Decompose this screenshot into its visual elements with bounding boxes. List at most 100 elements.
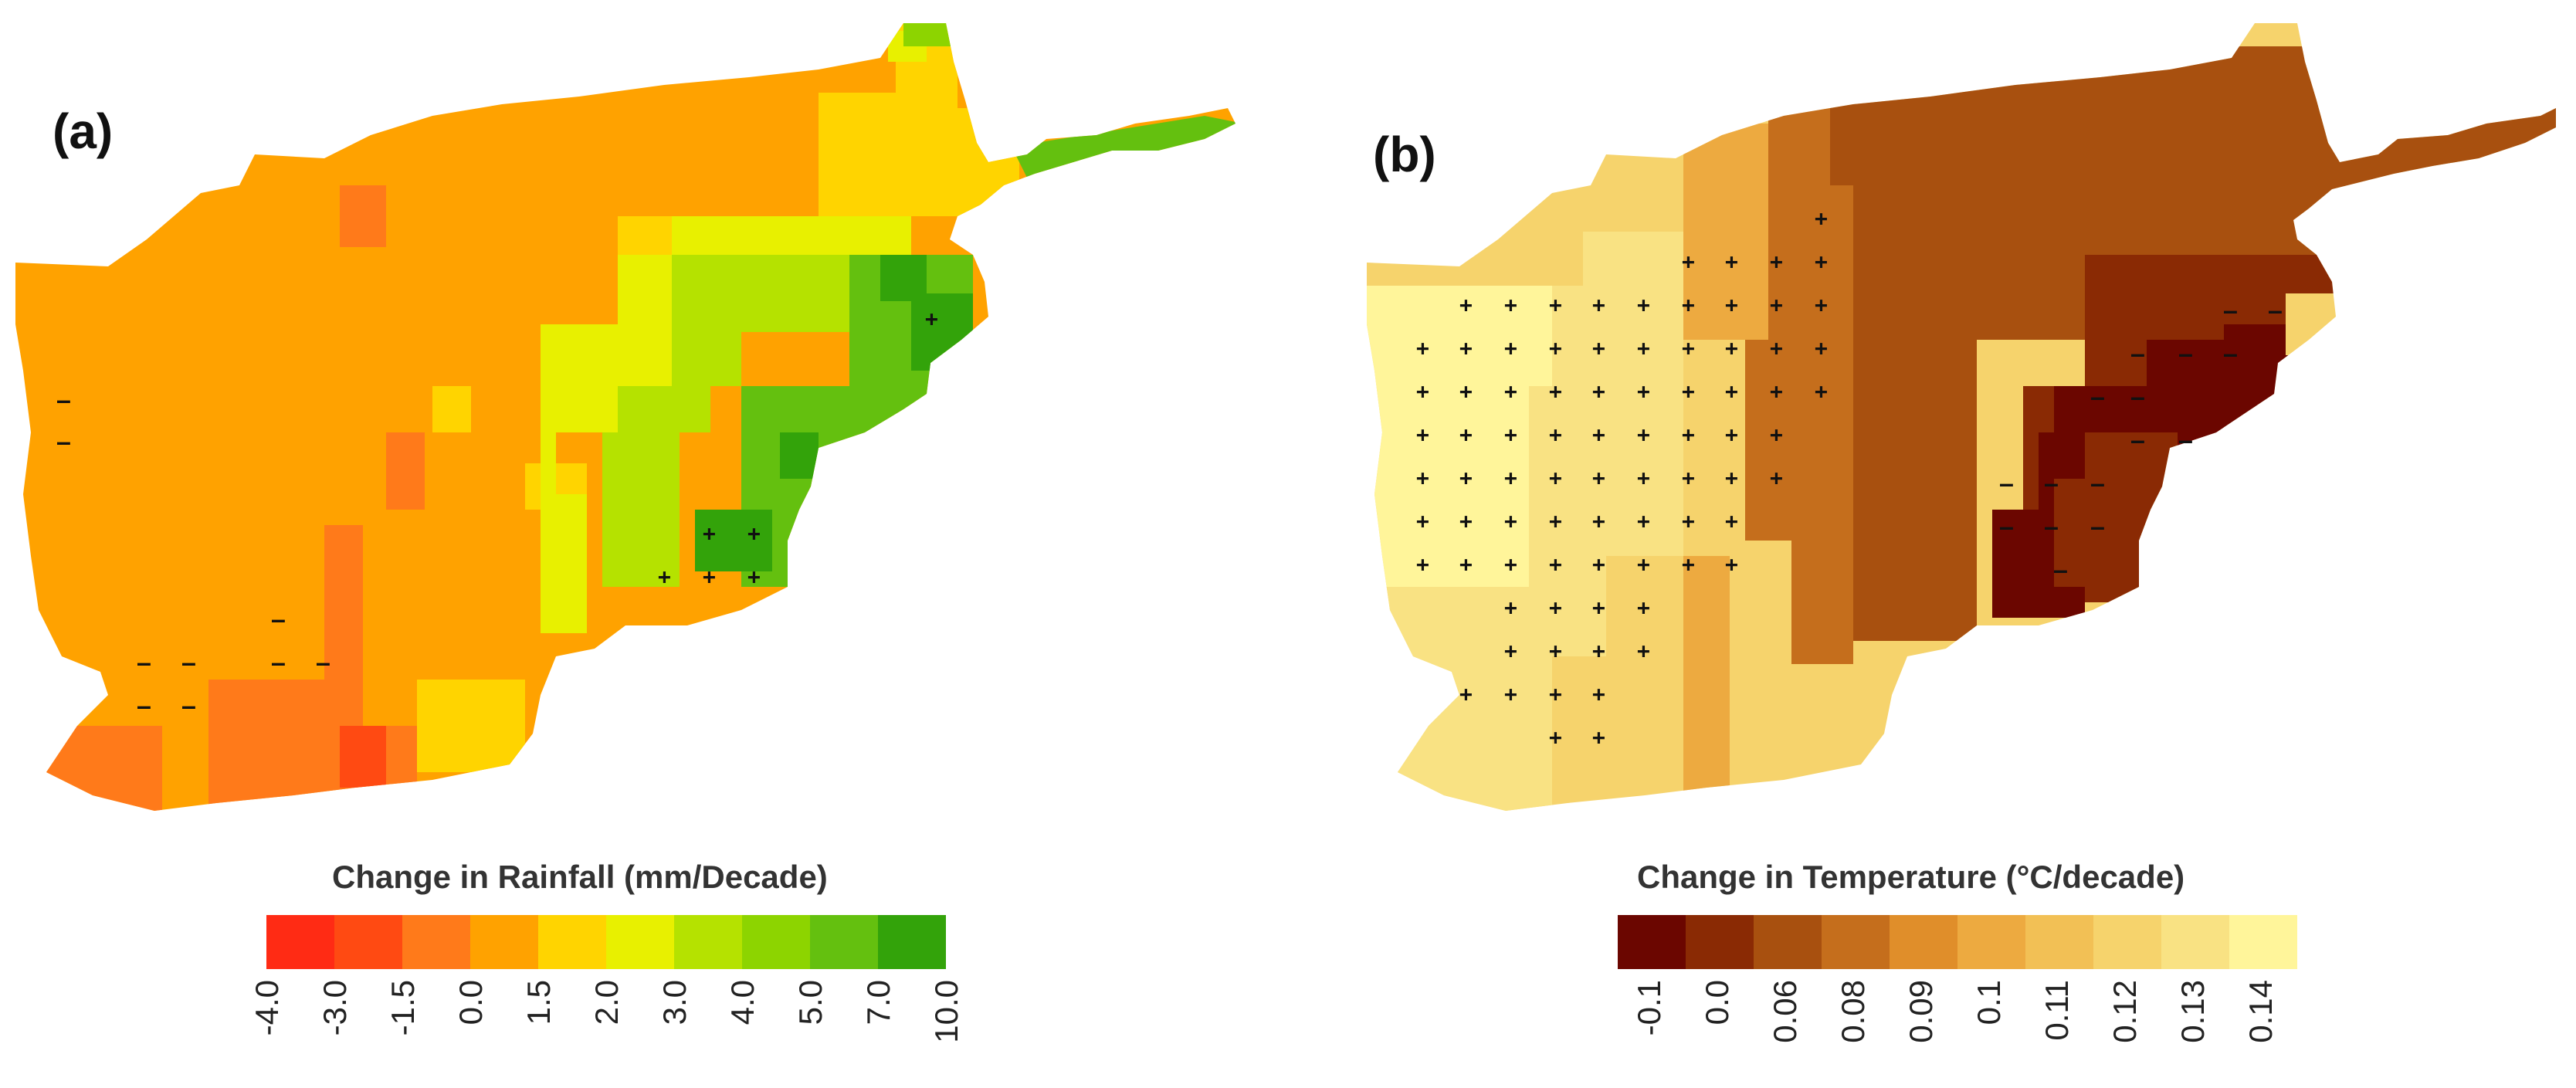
marker-plus: + <box>1637 422 1650 447</box>
marker-plus: + <box>1549 681 1562 707</box>
marker-plus: + <box>1592 681 1605 707</box>
legend-swatch <box>2229 915 2297 969</box>
region-south-east-maroon <box>1992 324 2317 618</box>
temperature-map <box>1367 23 2556 811</box>
marker-plus: + <box>1416 378 1429 404</box>
marker-plus: + <box>1504 595 1517 620</box>
marker-plus: + <box>1725 551 1738 577</box>
marker-minus: – <box>137 650 151 676</box>
marker-plus: + <box>1459 681 1473 707</box>
marker-minus: – <box>182 693 195 719</box>
marker-plus: + <box>925 306 938 331</box>
panel-b-label: (b) <box>1373 127 1436 182</box>
marker-plus: + <box>1416 335 1429 361</box>
marker-plus: + <box>1416 422 1429 447</box>
legend-swatch <box>538 915 606 969</box>
region-south-deep-orange <box>340 726 386 788</box>
marker-plus: + <box>1549 595 1562 620</box>
legend-swatch <box>402 915 470 969</box>
marker-minus: – <box>2091 471 2104 497</box>
temperature-legend: Change in Temperature (°C/decade) -0.1 0.… <box>1618 859 2297 1043</box>
marker-minus: – <box>2091 385 2104 410</box>
legend-tick-label: 5.0 <box>792 980 829 1025</box>
marker-plus: + <box>1770 422 1783 447</box>
legend-swatch <box>810 915 878 969</box>
marker-plus: + <box>1815 335 1828 361</box>
marker-plus: + <box>1416 551 1429 577</box>
legend-swatch <box>1754 915 1822 969</box>
marker-plus: + <box>1637 638 1650 663</box>
legend-swatch <box>606 915 674 969</box>
legend-swatch <box>2025 915 2093 969</box>
marker-plus: + <box>1504 508 1517 534</box>
region-south-west-strip <box>46 726 162 811</box>
marker-minus: – <box>2000 514 2013 540</box>
marker-plus: + <box>1592 508 1605 534</box>
marker-plus: + <box>1549 378 1562 404</box>
legend-swatch <box>1957 915 2025 969</box>
marker-plus: + <box>1592 378 1605 404</box>
marker-plus: + <box>1504 422 1517 447</box>
marker-plus: + <box>1637 595 1650 620</box>
marker-plus: + <box>1637 378 1650 404</box>
legend-tick-label: -3.0 <box>317 980 353 1035</box>
marker-minus: – <box>2269 298 2282 324</box>
marker-plus: + <box>1549 551 1562 577</box>
rainfall-legend: Change in Rainfall (mm/Decade) -4.0 -3.0-… <box>249 859 964 1043</box>
marker-plus: + <box>1592 465 1605 490</box>
region-north-east-corridor <box>417 23 1019 772</box>
marker-plus: + <box>1725 335 1738 361</box>
marker-plus: + <box>1459 292 1473 317</box>
marker-minus: – <box>57 388 70 413</box>
marker-plus: + <box>1504 292 1517 317</box>
marker-plus: + <box>1637 508 1650 534</box>
marker-minus: – <box>2131 341 2144 367</box>
rainfall-legend-ticks: -4.0 -3.0 -1.5 0.0 1.5 2.0 3.0 4.0 5.0 7.0 10.0 <box>249 980 964 1043</box>
marker-plus: + <box>1682 335 1695 361</box>
legend-tick-label: -4.0 <box>249 980 285 1035</box>
temperature-legend-title: Change in Temperature (°C/decade) <box>1637 859 2185 895</box>
marker-plus: + <box>1504 335 1517 361</box>
marker-plus: + <box>1504 551 1517 577</box>
marker-plus: + <box>1815 378 1828 404</box>
legend-tick-label: 0.09 <box>1903 980 1939 1043</box>
marker-plus: + <box>1504 378 1517 404</box>
temperature-significance-plus-markers: + + + + + + + + + + + + + + + + + + + + + + + + + + + + + + + + + + + + + + + +… <box>1416 205 1828 750</box>
marker-plus: + <box>703 564 716 589</box>
marker-plus: + <box>1725 292 1738 317</box>
marker-minus: – <box>182 650 195 676</box>
marker-plus: + <box>1459 508 1473 534</box>
marker-plus: + <box>1637 335 1650 361</box>
marker-plus: + <box>1725 508 1738 534</box>
marker-minus: – <box>2224 341 2237 367</box>
region-central-gold-band <box>1683 124 1768 811</box>
legend-tick-label: 4.0 <box>724 980 761 1025</box>
legend-tick-label: 2.0 <box>588 980 625 1025</box>
legend-swatch <box>674 915 742 969</box>
marker-minus: – <box>2131 385 2144 410</box>
legend-swatch <box>1618 915 1686 969</box>
marker-minus: – <box>317 650 330 676</box>
marker-plus: + <box>1549 335 1562 361</box>
legend-swatch <box>742 915 810 969</box>
legend-tick-label: 0.08 <box>1835 980 1871 1043</box>
marker-plus: + <box>1770 249 1783 274</box>
marker-plus: + <box>1592 724 1605 750</box>
legend-swatch <box>1686 915 1754 969</box>
legend-tick-label: 1.5 <box>520 980 557 1025</box>
marker-plus: + <box>1725 465 1738 490</box>
legend-swatch <box>266 915 334 969</box>
legend-swatch <box>878 915 946 969</box>
marker-plus: + <box>1815 205 1828 231</box>
rainfall-legend-swatches <box>266 915 946 969</box>
rainfall-significance-markers: – – – – – – – – – + + + + + + <box>57 306 938 719</box>
legend-swatch <box>1890 915 1957 969</box>
marker-plus: + <box>1592 292 1605 317</box>
marker-plus: + <box>1770 465 1783 490</box>
marker-plus: + <box>1549 724 1562 750</box>
temperature-significance-minus-markers: – – – – – – – – – – – – – – – – <box>2000 298 2282 583</box>
marker-plus: + <box>1682 465 1695 490</box>
marker-minus: – <box>2179 428 2192 453</box>
marker-plus: + <box>1815 292 1828 317</box>
